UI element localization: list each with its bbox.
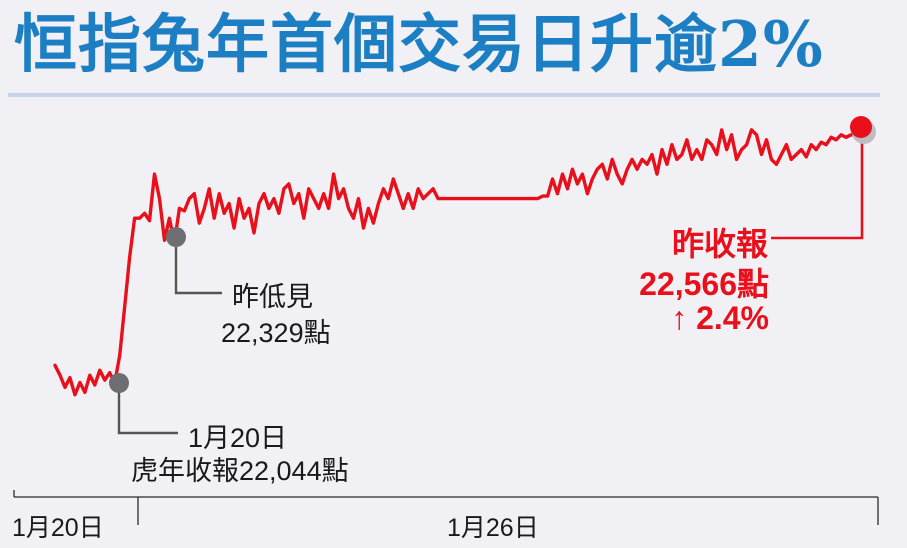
- marker-prev-close: [109, 373, 129, 393]
- series-line: [53, 125, 863, 397]
- x-tick-label: 1月20日: [12, 514, 104, 542]
- x-tick-label: 1月26日: [447, 514, 539, 542]
- page-title: 恒指兔年首個交易日升逾2%: [14, 7, 824, 81]
- leader-line-close: [771, 128, 864, 240]
- low-label-line2: 22,329點: [221, 318, 331, 348]
- low-label-line1: 昨低見: [232, 282, 313, 312]
- leader-line-prev-close: [117, 383, 178, 435]
- leader-line-low: [174, 237, 222, 295]
- prev-close-label-line2: 虎年收報22,044點: [131, 456, 349, 486]
- close-label-line1: 昨收報: [671, 226, 768, 262]
- marker-close: [850, 116, 872, 138]
- close-label-line3: ↑ 2.4%: [671, 300, 769, 336]
- close-label-line2: 22,566點: [639, 266, 769, 302]
- prev-close-label-line1: 1月20日: [188, 423, 288, 453]
- title-divider: [8, 93, 880, 97]
- marker-low: [166, 227, 186, 247]
